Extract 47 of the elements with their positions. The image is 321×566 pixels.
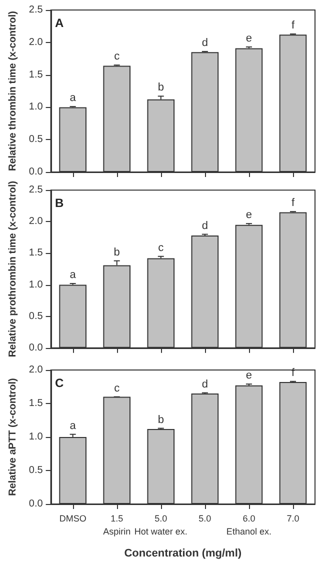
x-tick-label: 7.0 (286, 514, 300, 524)
x-axis-title: Concentration (mg/ml) (124, 548, 242, 560)
annotation: d (202, 378, 208, 390)
annotation: a (70, 420, 77, 432)
y-tick-label: 2.0 (28, 36, 44, 48)
x-tick-label: 5.0 Hot water ex. (134, 514, 188, 536)
y-tick-label: 0.0 (28, 498, 44, 510)
y-axis-title: Relative prothrombin time (x-control) (8, 180, 18, 358)
x-tick-label: DMSO (59, 514, 86, 524)
y-tick-label: 0.0 (28, 166, 44, 178)
annotation: c (114, 50, 120, 63)
y-tick-label: 0.5 (28, 134, 44, 146)
y-tick-label: 1.0 (28, 279, 44, 290)
y-tick-label: 2.0 (28, 364, 44, 376)
y-tick-label: 1.0 (28, 432, 44, 442)
annotation: c (114, 382, 120, 394)
y-tick-label: 1.0 (28, 102, 44, 113)
y-tick-label: 2.0 (28, 216, 44, 228)
x-tick-label: 6.0 Ethanol ex. (226, 514, 272, 536)
annotation: c (158, 242, 164, 254)
text: B (55, 196, 64, 210)
y-tick-label: 1.5 (28, 248, 44, 259)
x-tick-label: 5.0 (198, 514, 212, 524)
annotation: a (70, 269, 77, 282)
y-tick-label: 0.5 (28, 465, 44, 476)
x-tick-label: 1.5 Aspirin (103, 514, 131, 536)
annotation: b (114, 246, 120, 258)
annotation: a (70, 92, 77, 104)
annotation: b (158, 82, 164, 94)
text: A (55, 16, 64, 30)
y-tick-label: 1.5 (28, 69, 44, 80)
y-axis-title: Relative thrombin time (x-control) (8, 10, 18, 172)
y-tick-label: 0.0 (28, 342, 44, 354)
annotation: e (246, 32, 252, 44)
annotation: d (202, 220, 208, 232)
text: C (55, 376, 64, 390)
y-tick-label: 2.5 (28, 4, 44, 16)
annotation: e (246, 209, 252, 222)
y-axis-title: Relative aPTT (x-control) (8, 378, 18, 496)
y-tick-label: 2.5 (28, 184, 44, 196)
annotation: f (291, 19, 296, 32)
annotation: f (291, 197, 296, 210)
y-tick-label: 0.5 (28, 310, 44, 322)
annotation: d (202, 36, 208, 49)
y-tick-label: 1.5 (28, 398, 44, 409)
annotation: b (158, 414, 164, 426)
annotation: e (246, 370, 252, 382)
